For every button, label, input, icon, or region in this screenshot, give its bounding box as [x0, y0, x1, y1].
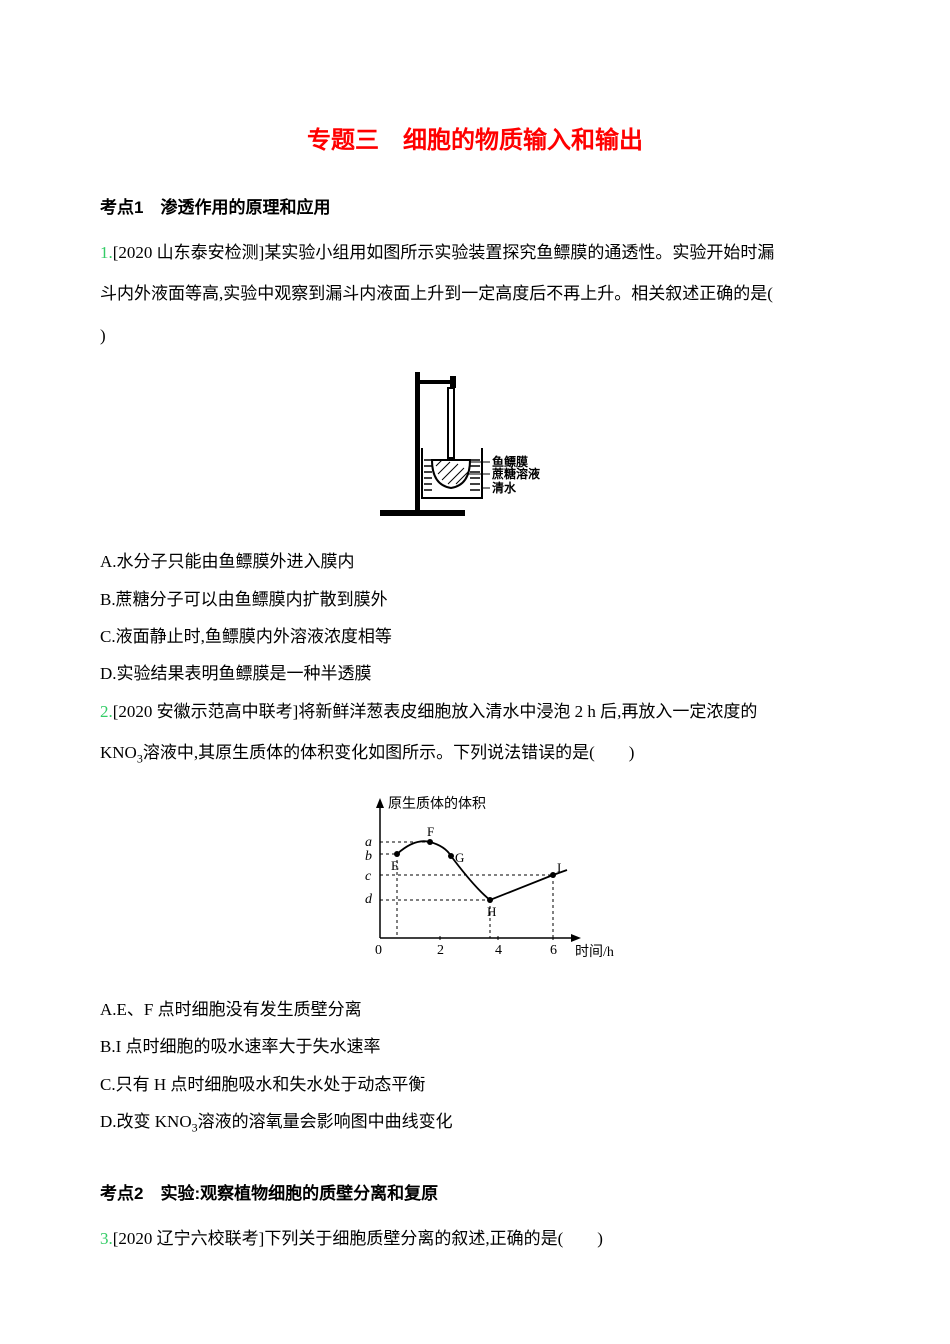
- q1-figure: 鱼鳔膜 蔗糖溶液 清水: [100, 370, 850, 525]
- q3-num: 3.: [100, 1229, 113, 1248]
- fig2-ytick-a: a: [365, 835, 372, 850]
- fig2-F: F: [427, 824, 434, 839]
- q1-optD: D.实验结果表明鱼鳔膜是一种半透膜: [100, 655, 850, 692]
- q2-source: [2020 安徽示范高中联考]: [113, 702, 299, 721]
- fig2-H: H: [487, 904, 496, 919]
- q2-text2post: 溶液中,其原生质体的体积变化如图所示。下列说法错误的是( ): [143, 743, 635, 762]
- topic1-heading: 考点1 渗透作用的原理和应用: [100, 193, 850, 218]
- q2-optC: C.只有 H 点时细胞吸水和失水处于动态平衡: [100, 1066, 850, 1103]
- q1-text1: 某实验小组用如图所示实验装置探究鱼鳔膜的通透性。实验开始时漏: [264, 243, 774, 262]
- page-title: 专题三 细胞的物质输入和输出: [100, 120, 850, 155]
- q2-text1: 将新鲜洋葱表皮细胞放入清水中浸泡 2 h 后,再放入一定浓度的: [298, 702, 757, 721]
- fig1-label2: 蔗糖溶液: [491, 466, 540, 481]
- fig2-xtick-2: 2: [437, 943, 444, 958]
- q1-optB: B.蔗糖分子可以由鱼鳔膜内扩散到膜外: [100, 581, 850, 618]
- fig2-E: E: [391, 858, 399, 873]
- fig2-G: G: [455, 850, 464, 865]
- fig2-ytick-b: b: [365, 849, 372, 864]
- fig1-label3: 清水: [492, 480, 517, 495]
- q3-source: [2020 辽宁六校联考]: [113, 1229, 265, 1248]
- q3-stem: 3.[2020 辽宁六校联考]下列关于细胞质壁分离的叙述,正确的是( ): [100, 1220, 850, 1257]
- q2-optD-pre: D.改变 KNO: [100, 1112, 192, 1131]
- fig2-ytick-d: d: [365, 892, 373, 907]
- q2-num: 2.: [100, 702, 113, 721]
- q2-optD: D.改变 KNO3溶液的溶氧量会影响图中曲线变化: [100, 1103, 850, 1141]
- fig2-xtick-0: 0: [375, 943, 382, 958]
- q2-optD-post: 溶液的溶氧量会影响图中曲线变化: [198, 1112, 453, 1131]
- q1-stem-line3: ): [100, 317, 850, 354]
- q1-stem-line1: 1.[2020 山东泰安检测]某实验小组用如图所示实验装置探究鱼鳔膜的通透性。实…: [100, 234, 850, 271]
- q2-stem-line1: 2.[2020 安徽示范高中联考]将新鲜洋葱表皮细胞放入清水中浸泡 2 h 后,…: [100, 693, 850, 730]
- fig2-ytick-c: c: [365, 869, 372, 884]
- fig2-xlabel: 时间/h: [575, 944, 614, 960]
- fig2-xtick-6: 6: [550, 943, 557, 958]
- topic2-heading: 考点2 实验:观察植物细胞的质壁分离和复原: [100, 1179, 850, 1204]
- q2-figure: 原生质体的体积 时间/h a b c d 0 2 4 6: [100, 788, 850, 973]
- q1-num: 1.: [100, 243, 113, 262]
- q2-stem-line2: KNO3溶液中,其原生质体的体积变化如图所示。下列说法错误的是( ): [100, 734, 850, 772]
- q2-optA: A.E、F 点时细胞没有发生质壁分离: [100, 991, 850, 1028]
- fig2-ylabel: 原生质体的体积: [388, 796, 486, 812]
- q2-optB: B.I 点时细胞的吸水速率大于失水速率: [100, 1028, 850, 1065]
- q1-optA: A.水分子只能由鱼鳔膜外进入膜内: [100, 543, 850, 580]
- q3-text: 下列关于细胞质壁分离的叙述,正确的是( ): [264, 1229, 603, 1248]
- fig2-I: I: [557, 860, 561, 875]
- q1-stem-line2: 斗内外液面等高,实验中观察到漏斗内液面上升到一定高度后不再上升。相关叙述正确的是…: [100, 275, 850, 312]
- q1-source: [2020 山东泰安检测]: [113, 243, 265, 262]
- q1-optC: C.液面静止时,鱼鳔膜内外溶液浓度相等: [100, 618, 850, 655]
- q2-text2pre: KNO: [100, 743, 137, 762]
- fig2-xtick-4: 4: [495, 943, 502, 958]
